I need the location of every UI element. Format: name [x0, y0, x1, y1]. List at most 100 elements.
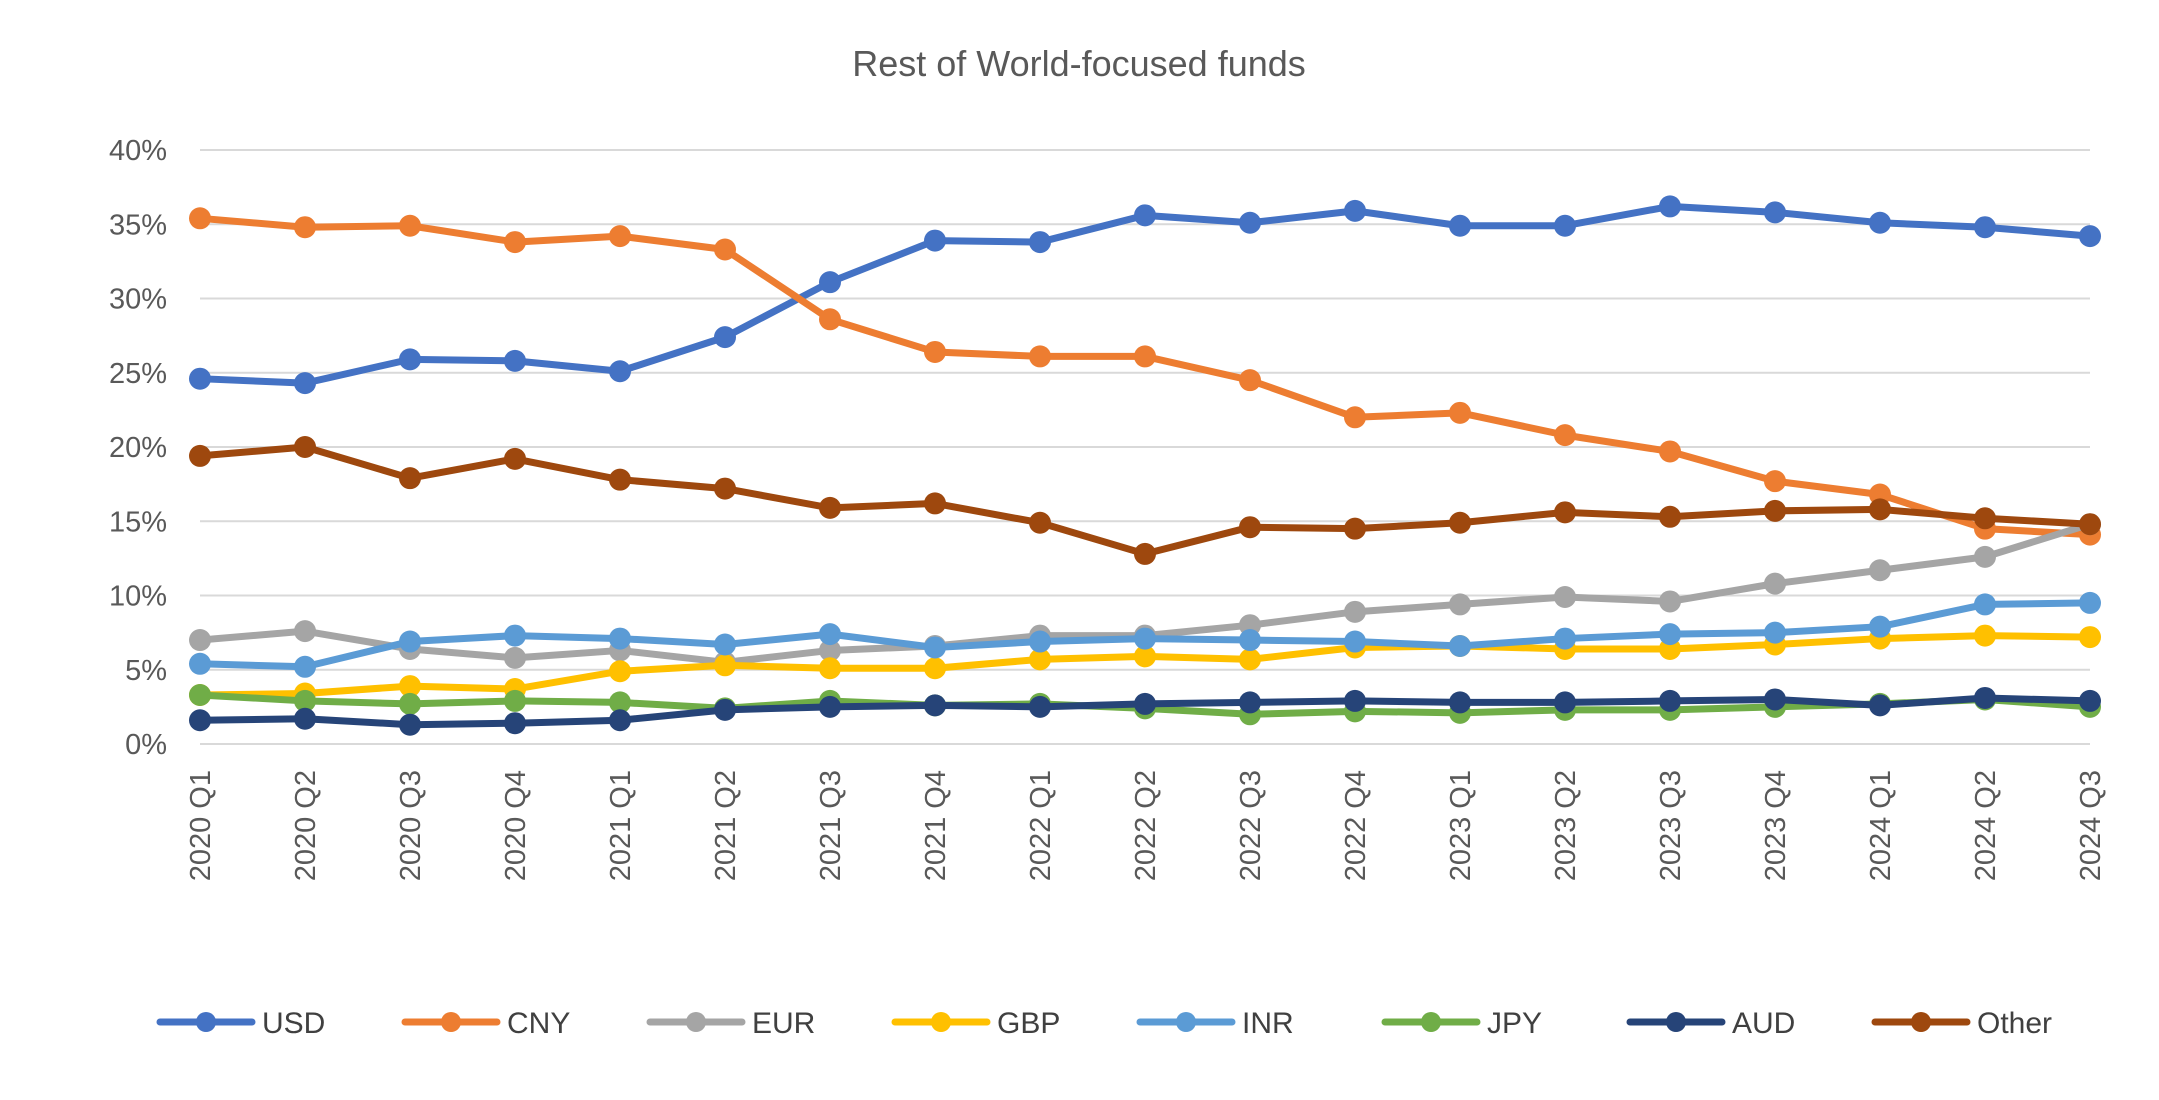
data-point: [714, 633, 736, 656]
series-line: [196, 443, 2094, 558]
data-point: [399, 348, 421, 371]
data-point: [2079, 591, 2101, 614]
data-point: [819, 496, 841, 519]
data-point: [1344, 199, 1366, 222]
data-point: [924, 229, 946, 252]
legend-label: GBP: [997, 1007, 1060, 1040]
x-tick-label: 2020 Q1: [185, 770, 217, 881]
data-point: [1869, 694, 1891, 717]
data-point: [189, 444, 211, 467]
legend-label: CNY: [507, 1007, 570, 1040]
data-point: [1974, 624, 1996, 647]
y-tick-label: 25%: [109, 358, 167, 390]
x-tick-label: 2023 Q1: [1445, 770, 1477, 881]
legend-swatch-marker: [686, 1012, 706, 1032]
data-point: [1659, 590, 1681, 613]
data-point: [924, 694, 946, 717]
data-point: [399, 675, 421, 698]
y-tick-label: 5%: [125, 655, 167, 687]
data-point: [924, 340, 946, 363]
data-point: [1134, 645, 1156, 668]
legend-label: AUD: [1732, 1007, 1795, 1040]
x-tick-label: 2022 Q2: [1130, 770, 1162, 881]
legend-swatch-marker: [1911, 1012, 1931, 1032]
series-lines: [189, 195, 2101, 736]
data-point: [1344, 600, 1366, 623]
data-point: [924, 636, 946, 659]
data-point: [294, 436, 316, 458]
legend-item-aud: AUD: [1626, 1007, 1795, 1040]
legend-label: USD: [262, 1007, 325, 1040]
data-point: [1554, 214, 1576, 237]
gridlines: [200, 149, 2090, 745]
data-point: [294, 707, 316, 730]
data-point: [1554, 424, 1576, 447]
y-axis-tick-labels: 0% 5% 10% 15% 20% 25% 30% 35% 40%: [109, 135, 167, 761]
data-point: [294, 620, 316, 643]
data-point: [399, 214, 421, 237]
data-point: [1449, 401, 1471, 424]
y-tick-label: 30%: [109, 284, 167, 316]
data-point: [1029, 511, 1051, 534]
data-point: [2079, 225, 2101, 248]
data-point: [1869, 211, 1891, 234]
data-point: [1449, 511, 1471, 534]
x-tick-label: 2022 Q4: [1340, 770, 1372, 881]
data-point: [504, 447, 526, 470]
legend-item-other: Other: [1871, 1007, 2052, 1040]
legend-item-inr: INR: [1136, 1007, 1294, 1040]
data-point: [189, 652, 211, 675]
data-point: [819, 639, 841, 662]
data-point: [2079, 689, 2101, 712]
data-point: [609, 225, 631, 248]
data-point: [1974, 507, 1996, 530]
data-point: [1974, 545, 1996, 568]
data-point: [1344, 689, 1366, 712]
y-tick-label: 0%: [125, 729, 167, 761]
data-point: [1659, 195, 1681, 218]
legend-swatch-marker: [931, 1012, 951, 1032]
series-inr: [189, 591, 2101, 678]
data-point: [1029, 648, 1051, 671]
data-point: [504, 689, 526, 712]
data-point: [819, 623, 841, 646]
data-point: [1554, 501, 1576, 524]
data-point: [399, 630, 421, 653]
data-point: [1449, 691, 1471, 714]
data-point: [1344, 517, 1366, 540]
x-tick-label: 2021 Q3: [815, 770, 847, 881]
data-point: [714, 654, 736, 677]
x-tick-label: 2020 Q3: [395, 770, 427, 881]
legend-item-gbp: GBP: [891, 1007, 1060, 1040]
data-point: [924, 492, 946, 515]
legend-label: Other: [1977, 1007, 2052, 1040]
data-point: [1449, 593, 1471, 616]
data-point: [819, 695, 841, 718]
data-point: [1554, 585, 1576, 608]
data-point: [609, 360, 631, 383]
legend-item-eur: EUR: [646, 1007, 815, 1040]
data-point: [1764, 621, 1786, 644]
data-point: [924, 657, 946, 680]
data-point: [1344, 630, 1366, 653]
data-point: [1029, 231, 1051, 254]
x-tick-label: 2022 Q1: [1025, 770, 1057, 881]
chart-title: Rest of World-focused funds: [852, 43, 1306, 84]
data-point: [1974, 216, 1996, 239]
x-tick-label: 2024 Q3: [2075, 770, 2107, 881]
x-tick-label: 2022 Q3: [1235, 770, 1267, 881]
x-tick-label: 2020 Q4: [500, 770, 532, 881]
x-tick-label: 2023 Q3: [1655, 770, 1687, 881]
x-tick-label: 2021 Q1: [605, 770, 637, 881]
data-point: [714, 238, 736, 261]
legend-item-usd: USD: [156, 1007, 325, 1040]
data-point: [294, 689, 316, 712]
data-point: [1134, 692, 1156, 715]
data-point: [1554, 691, 1576, 714]
data-point: [1659, 505, 1681, 528]
x-axis-tick-labels: 2020 Q1 2020 Q2 2020 Q3 2020 Q4 2021 Q1 2021 …: [185, 770, 2107, 881]
data-point: [609, 468, 631, 491]
data-point: [1239, 691, 1261, 714]
data-point: [504, 231, 526, 254]
